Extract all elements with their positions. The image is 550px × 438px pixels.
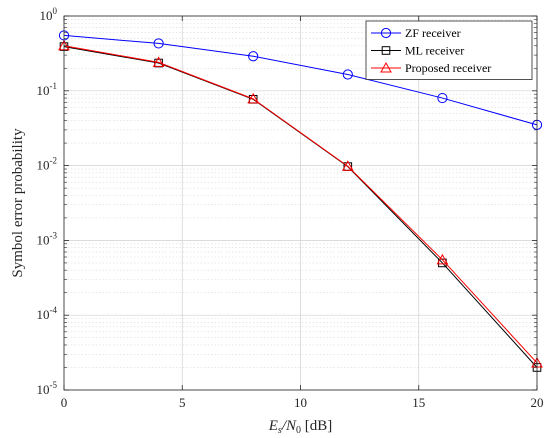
legend-item: ZF receiver <box>371 26 461 40</box>
x-tick-label: 20 <box>531 395 544 410</box>
legend-marker <box>381 46 391 55</box>
y-tick-exponent: -5 <box>50 380 58 390</box>
x-label-sub1: s <box>278 425 282 436</box>
data-point <box>341 160 354 171</box>
legend-label: Proposed receiver <box>405 61 491 75</box>
legend: ZF receiver ML receiver Proposed receiver <box>365 20 533 80</box>
data-point <box>248 51 259 62</box>
x-tick-label: 15 <box>412 395 425 410</box>
legend-item: Proposed receiver <box>371 61 491 75</box>
series-circle <box>58 30 543 131</box>
x-axis-label: Es/N0 [dB] <box>268 418 333 436</box>
y-tick-base: 10 <box>37 158 50 173</box>
y-tick-base: 10 <box>37 83 50 98</box>
x-label-unit: [dB] <box>301 418 332 434</box>
x-label-slash: /N <box>281 418 297 434</box>
tick-marks <box>63 15 538 391</box>
x-label-base: E <box>268 418 278 434</box>
series-line <box>63 34 538 126</box>
x-label-sub2: 0 <box>296 425 301 436</box>
legend-label: ML receiver <box>405 44 464 58</box>
series-line <box>63 45 538 364</box>
y-tick-exponent: -1 <box>50 81 58 91</box>
x-tick-label: 10 <box>294 395 307 410</box>
data-point <box>152 56 165 67</box>
x-tick-label: 5 <box>179 395 186 410</box>
data-point <box>342 69 353 80</box>
y-tick-exponent: -2 <box>50 156 58 166</box>
legend-marker <box>380 27 392 39</box>
y-tick-exponent: -4 <box>50 305 58 315</box>
y-tick-label: 10-2 <box>37 156 58 173</box>
data-point <box>437 92 448 104</box>
y-tick-exponent: -3 <box>50 230 58 240</box>
x-tick-label: 0 <box>61 395 68 410</box>
legend-label: ZF receiver <box>405 26 461 40</box>
y-tick-exponent: 0 <box>53 6 58 16</box>
legend-items: ZF receiver ML receiver Proposed receiver <box>371 26 491 75</box>
y-axis-label: Symbol error probability <box>10 128 26 278</box>
legend-marker <box>380 61 392 73</box>
y-tick-label: 100 <box>40 6 58 23</box>
y-tick-label: 10-3 <box>37 230 58 247</box>
y-tick-label: 10-5 <box>37 380 58 397</box>
legend-item: ML receiver <box>371 44 464 58</box>
y-tick-base: 10 <box>37 382 50 397</box>
data-point <box>436 253 449 265</box>
y-tick-base: 10 <box>37 307 50 322</box>
y-tick-label: 10-1 <box>37 81 58 98</box>
data-point <box>247 92 260 104</box>
y-tick-label: 10-4 <box>37 305 58 322</box>
series-layer <box>58 30 543 372</box>
y-tick-base: 10 <box>37 232 50 247</box>
x-tick-labels: 0 5 10 15 20 <box>61 395 544 410</box>
y-tick-base: 10 <box>40 8 53 23</box>
data-point <box>438 258 447 268</box>
data-point <box>153 38 164 49</box>
